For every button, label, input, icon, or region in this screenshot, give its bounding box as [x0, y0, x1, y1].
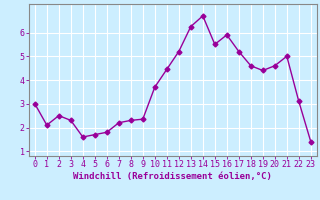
X-axis label: Windchill (Refroidissement éolien,°C): Windchill (Refroidissement éolien,°C) — [73, 172, 272, 181]
